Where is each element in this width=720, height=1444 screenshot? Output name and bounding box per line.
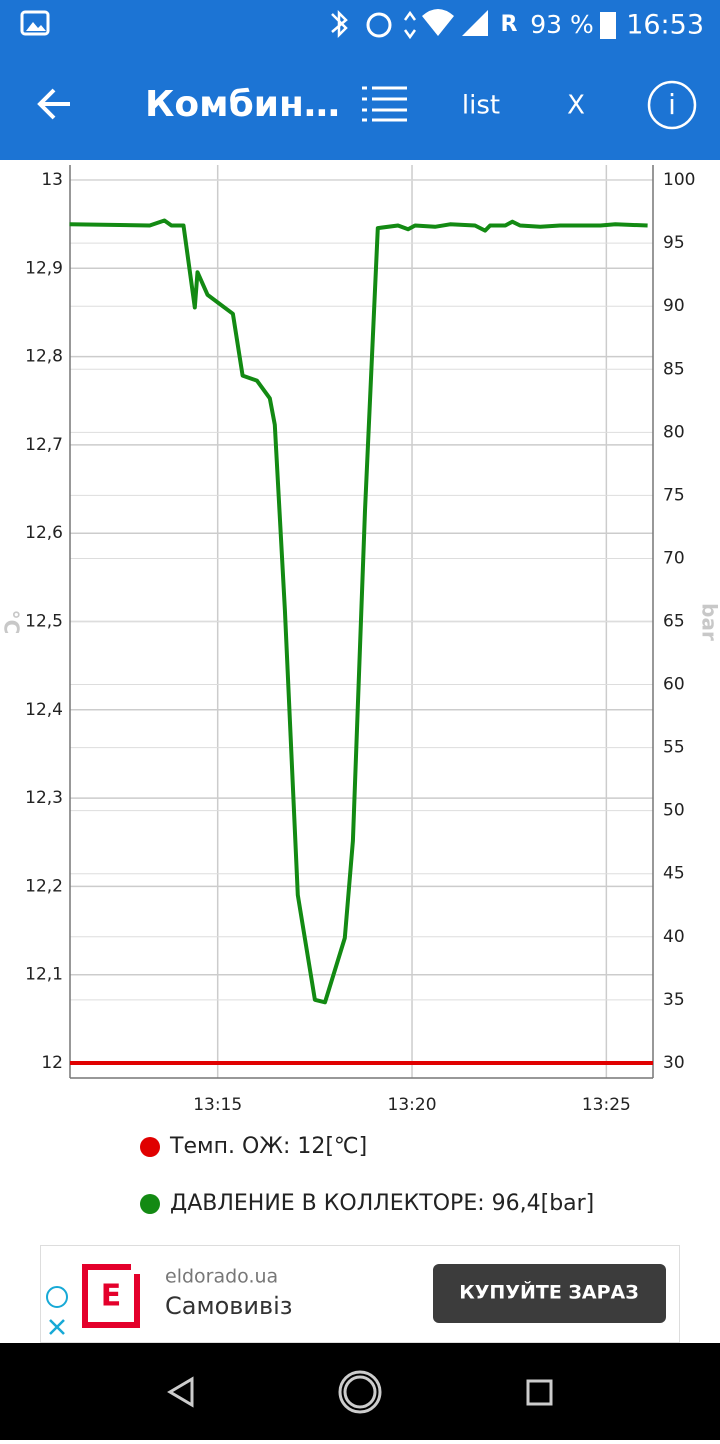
legend-label: ДАВЛЕНИЕ В КОЛЛЕКТОРЕ: 96,4[bar] (170, 1191, 594, 1216)
y2-tick-label: 85 (663, 359, 685, 379)
close-button[interactable]: X (567, 91, 585, 121)
y2-tick-label: 75 (663, 485, 685, 505)
ad-logo-gap (131, 1260, 145, 1274)
ad-logo: E (101, 1279, 122, 1314)
y-tick-label: 12,8 (25, 347, 63, 367)
y2-tick-label: 55 (663, 738, 685, 758)
y-tick-label: 12,4 (25, 700, 63, 720)
chart: 13:15 13:20 13:25 12 12,1 12,2 12,3 12,4 12,5 12,… (25, 165, 695, 1216)
y-tick-label: 12,2 (25, 876, 63, 896)
y-tick-label: 12,7 (25, 435, 63, 455)
legend-label: Темп. ОЖ: 12[℃] (169, 1134, 367, 1159)
ad-headline: Самовивіз (165, 1292, 293, 1320)
x-tick-label: 13:25 (582, 1095, 631, 1115)
y2-tick-label: 40 (663, 927, 685, 947)
legend-marker (140, 1137, 160, 1157)
y-tick-label: 12,9 (25, 258, 63, 278)
legend-marker (140, 1194, 160, 1214)
y-tick-label: 12,3 (25, 788, 63, 808)
y2-tick-label: 95 (663, 233, 685, 253)
y-tick-label: 12,5 (25, 612, 63, 632)
x-tick-label: 13:15 (193, 1095, 242, 1115)
y2-tick-label: 65 (663, 612, 685, 632)
battery-percent: 93 % (530, 10, 594, 39)
y-tick-label: 12 (41, 1053, 63, 1073)
app-title: Комбин… (145, 84, 340, 125)
nav-bar (0, 1343, 720, 1440)
y2-tick-label: 90 (663, 296, 685, 316)
y2-tick-label: 100 (663, 170, 695, 190)
y-tick-label: 12,6 (25, 523, 63, 543)
x-tick-label: 13:20 (388, 1095, 437, 1115)
y-tick-label: 13 (41, 170, 63, 190)
y2-tick-label: 80 (663, 422, 685, 442)
y2-tick-label: 45 (663, 864, 685, 884)
clock: 16:53 (626, 10, 704, 41)
y2-tick-label: 70 (663, 548, 685, 568)
roaming: R (501, 12, 518, 37)
y-axis-title: °C (0, 610, 24, 635)
battery-icon (600, 12, 616, 39)
ad-button-label[interactable]: КУПУЙТЕ ЗАРАЗ (459, 1281, 639, 1304)
y2-tick-label: 30 (663, 1053, 685, 1073)
y-tick-label: 12,1 (25, 965, 63, 985)
data-line (70, 221, 648, 1003)
y2-tick-label: 50 (663, 801, 685, 821)
ad-domain: eldorado.ua (165, 1266, 278, 1288)
y2-axis-title: bar (698, 603, 720, 641)
y2-tick-label: 35 (663, 990, 685, 1010)
list-button[interactable]: list (462, 91, 500, 121)
info-button-label[interactable]: i (668, 88, 676, 121)
y2-tick-label: 60 (663, 675, 685, 695)
